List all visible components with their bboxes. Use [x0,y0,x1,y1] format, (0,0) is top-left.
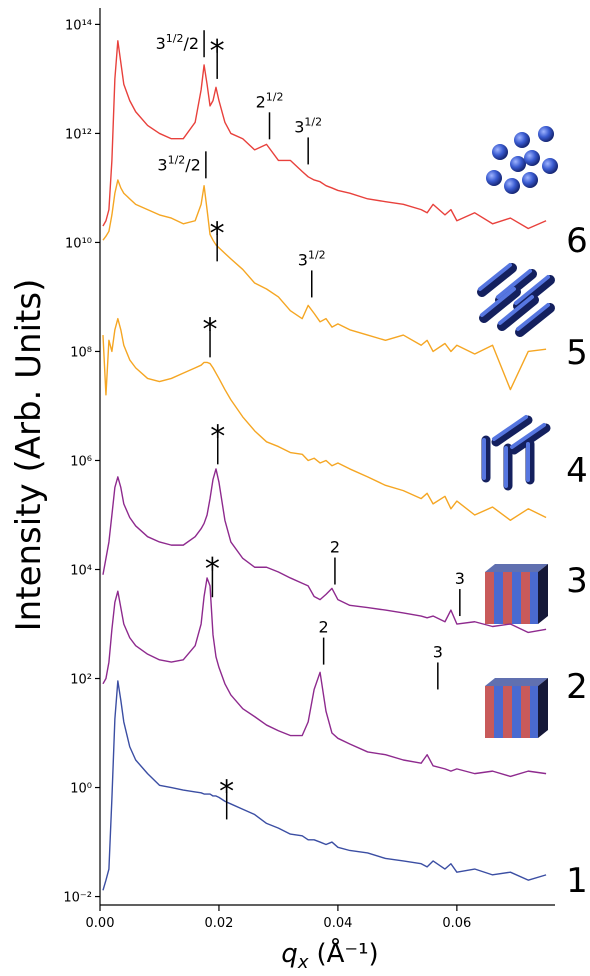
x-tick-label: 0.04 [323,916,352,931]
annotation-text: * [205,552,220,587]
annotation: 2 [319,618,329,637]
y-tick-label: 10⁻² [63,891,92,906]
series-label: 5 [566,333,588,373]
annotation-text: 2 [330,538,340,557]
annotation: * [210,216,225,251]
annotation-text: 3 [157,155,167,174]
series-line [102,40,547,230]
y-tick-label: 10⁶ [70,454,92,469]
annotation: 21/2 [256,90,284,111]
x-tick-label: 0.02 [204,916,233,931]
annotation-text: * [210,216,225,251]
annotation-text: 2 [256,92,266,111]
annotation: 3 [433,642,443,661]
hex-cylinder-icon [477,263,555,337]
annotation: * [219,774,234,809]
y-tick-label: 10¹⁰ [65,236,92,251]
x-title-unit: (Å⁻¹) [316,937,378,969]
annotation: * [210,34,225,69]
x-title-symbol: q [281,939,298,969]
lamellar-icon [485,678,548,738]
y-tick-label: 10¹⁴ [65,18,92,33]
annotation-text: * [219,774,234,809]
annotation: * [210,419,225,454]
annotation: 31/2 [294,115,322,136]
annotation-text: 2 [319,618,329,637]
annotation-superscript: 1/2 [266,90,284,103]
annotation-text: 3 [294,117,304,136]
cubic-cylinder-icon [481,415,551,491]
annotation: 31/2/2 [156,32,199,53]
series-line [102,577,547,778]
series-label: 2 [566,667,588,707]
annotation: * [205,552,220,587]
x-tick-label: 0.06 [442,916,471,931]
x-title-subscript: x [297,952,309,973]
annotation: 31/2 [298,248,326,269]
sphere-icon [486,126,558,194]
annotation-text: 3 [433,642,443,661]
annotation-text: * [210,34,225,69]
x-tick-label: 0.00 [86,916,115,931]
annotation: 2 [330,538,340,557]
series-line [102,317,547,521]
y-axis-title: Intensity (Arb. Units) [9,279,49,632]
lamellar-icon [485,564,548,624]
annotation-superscript: 1/2 [304,115,322,128]
annotation-superscript: 1/2 [308,248,326,261]
y-tick-label: 10² [70,673,92,688]
annotation-suffix: /2 [185,155,201,174]
series-line [102,468,547,634]
annotation: * [203,312,218,347]
annotation-suffix: /2 [184,34,200,53]
annotation-text: * [210,419,225,454]
y-tick-label: 10⁸ [70,345,92,360]
series-label: 3 [566,561,588,601]
annotation-text: 3 [298,250,308,269]
y-tick-label: 10⁴ [70,564,92,579]
series-label: 6 [566,221,588,261]
annotation-superscript: 1/2 [168,153,186,166]
annotation-text: * [203,312,218,347]
annotation-superscript: 1/2 [166,32,184,45]
series-line [102,680,547,891]
series-line [102,179,547,391]
y-tick-label: 10⁰ [70,782,92,797]
annotation: 31/2/2 [157,153,200,174]
annotation: 3 [455,569,465,588]
y-tick-label: 10¹² [65,127,92,142]
annotation-text: 3 [156,34,166,53]
x-axis-title: qx (Å⁻¹) [281,937,378,973]
annotation-text: 3 [455,569,465,588]
series-label: 4 [566,451,588,491]
series-label: 1 [566,861,588,901]
